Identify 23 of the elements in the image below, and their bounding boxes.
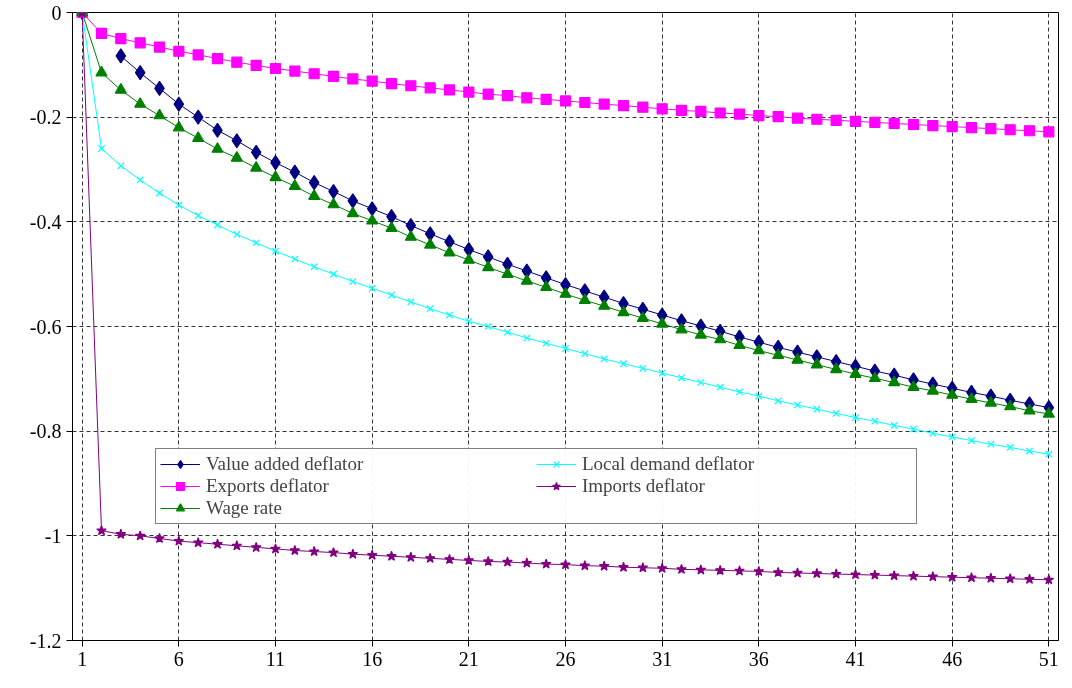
legend-label: Value added deflator — [206, 453, 365, 475]
x-tick-label: 41 — [845, 647, 866, 670]
legend-label: Local demand deflator — [582, 453, 755, 475]
y-tick-label: -0.2 — [29, 106, 62, 129]
x-tick-label: 46 — [942, 647, 963, 670]
x-tick-label: 16 — [362, 647, 383, 670]
x-tick-label: 26 — [555, 647, 576, 670]
x-tick-label: 51 — [1038, 647, 1059, 670]
legend-label: Exports deflator — [206, 475, 330, 497]
y-tick-label: -0.4 — [29, 210, 62, 233]
y-tick-label: -0.8 — [29, 420, 62, 443]
y-tick-label: 0 — [51, 1, 62, 24]
legend-label: Imports deflator — [582, 475, 706, 497]
x-tick-label: 11 — [265, 647, 286, 670]
x-tick-label: 36 — [748, 647, 769, 670]
x-tick-label: 6 — [173, 647, 184, 670]
x-tick-label: 21 — [458, 647, 479, 670]
y-tick-label: -0.6 — [29, 315, 62, 338]
y-tick-label: -1 — [44, 524, 62, 547]
x-tick-label: 31 — [652, 647, 673, 670]
y-tick-label: -1.2 — [29, 629, 62, 652]
x-tick-label: 1 — [77, 647, 88, 670]
legend-label: Wage rate — [206, 497, 283, 519]
